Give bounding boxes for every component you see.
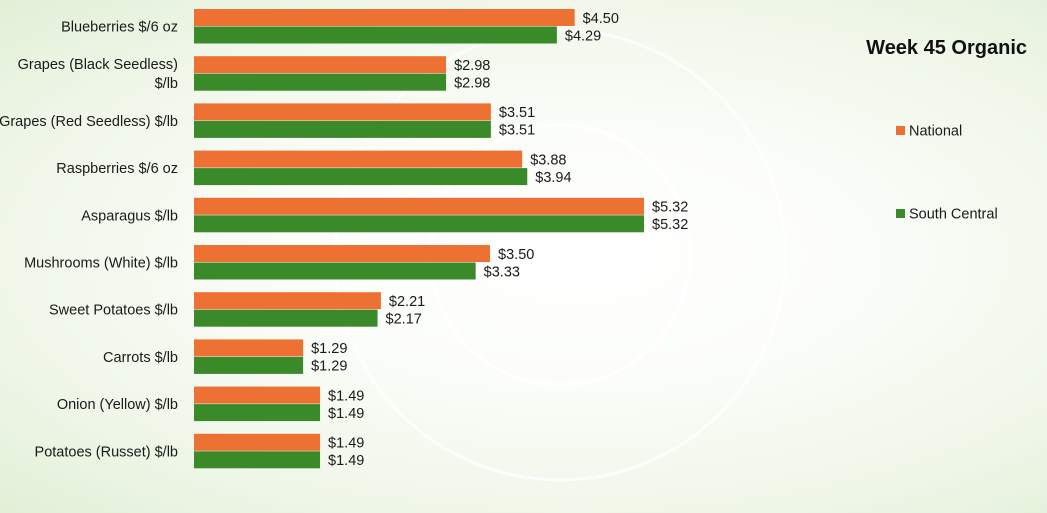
bar-south-central-5 (194, 262, 476, 280)
bar-national-5 (194, 245, 491, 262)
bar-south-central-8 (194, 404, 321, 422)
category-label-0: Blueberries $/6 oz (61, 20, 178, 36)
bar-national-2 (194, 103, 491, 121)
bar-south-central-1 (194, 73, 447, 91)
data-label-national-2: $3.51 (499, 105, 535, 121)
data-label-national-3: $3.88 (530, 152, 566, 168)
legend-label-south-central: South Central (909, 207, 998, 223)
category-label-4: Asparagus $/lb (81, 208, 178, 224)
category-label-6: Sweet Potatoes $/lb (49, 303, 178, 319)
data-label-national-9: $1.49 (328, 436, 364, 452)
bar-national-8 (194, 386, 321, 404)
data-label-south-central-3: $3.94 (535, 170, 571, 186)
legend: National South Central (896, 124, 998, 223)
bar-south-central-9 (194, 451, 321, 469)
bar-national-9 (194, 433, 321, 451)
bar-south-central-3 (194, 168, 528, 186)
bar-south-central-7 (194, 356, 304, 374)
data-label-south-central-8: $1.49 (328, 406, 364, 422)
bar-national-1 (194, 56, 447, 74)
data-label-south-central-0: $4.29 (565, 28, 601, 44)
bar-national-4 (194, 197, 644, 215)
data-label-south-central-9: $1.49 (328, 453, 364, 469)
legend-label-national: National (909, 124, 962, 140)
category-label-9: Potatoes (Russet) $/lb (35, 444, 178, 460)
data-label-national-6: $2.21 (389, 294, 425, 310)
bar-national-0 (194, 9, 575, 26)
category-label-3: Raspberries $/6 oz (56, 161, 178, 177)
data-label-national-7: $1.29 (311, 341, 347, 357)
value-labels: $4.50$4.29 $2.98$2.98 $3.51 $3.51 $3.88 $3.94… (311, 11, 688, 469)
data-label-national-4: $5.32 (652, 200, 688, 216)
data-label-south-central-4: $5.32 (652, 217, 688, 233)
data-label-national-1: $2.98 (454, 58, 490, 74)
data-label-south-central-6: $2.17 (386, 311, 422, 327)
category-label-2: Grapes (Red Seedless) $/lb (0, 114, 178, 130)
category-label-8: Onion (Yellow) $/lb (57, 397, 178, 413)
data-label-south-central-7: $1.29 (311, 359, 347, 375)
data-label-national-8: $1.49 (328, 388, 364, 404)
bar-national-3 (194, 150, 523, 168)
chart-title: Week 45 Organic (866, 37, 1027, 59)
data-label-national-0: $4.50 (583, 11, 619, 27)
legend-swatch-national (896, 126, 905, 135)
bar-national-6 (194, 292, 381, 310)
category-label-7: Carrots $/lb (103, 350, 178, 366)
data-label-south-central-5: $3.33 (484, 264, 520, 280)
bar-national-7 (194, 339, 304, 357)
data-label-south-central-1: $2.98 (454, 75, 490, 91)
category-label-1-line-1: $/lb (155, 76, 178, 92)
category-labels: Blueberries $/6 oz Grapes (Black Seedless… (0, 20, 178, 461)
category-label-5: Mushrooms (White) $/lb (24, 256, 178, 272)
legend-swatch-south-central (896, 209, 905, 218)
bar-south-central-2 (194, 120, 491, 138)
bar-south-central-0 (194, 26, 557, 44)
bar-south-central-4 (194, 215, 644, 233)
data-label-national-5: $3.50 (498, 247, 534, 263)
bars-layer (194, 9, 644, 469)
category-label-1-line-0: Grapes (Black Seedless) (18, 57, 178, 73)
data-label-south-central-2: $3.51 (499, 123, 535, 139)
bar-south-central-6 (194, 309, 378, 327)
